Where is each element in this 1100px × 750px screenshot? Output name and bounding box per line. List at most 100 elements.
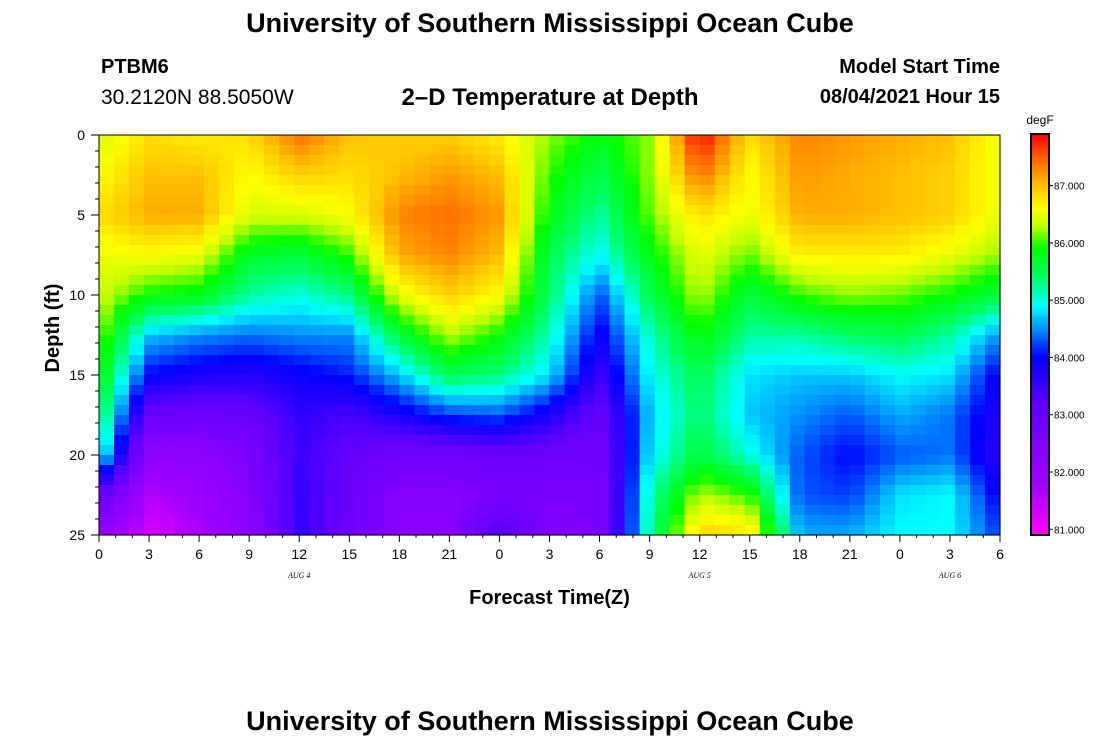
heatmap-cell (174, 235, 190, 246)
heatmap-cell (369, 445, 385, 456)
heatmap-cell (414, 445, 430, 456)
heatmap-cell (984, 345, 1001, 356)
heatmap-cell (684, 395, 701, 406)
heatmap-cell (309, 475, 325, 486)
heatmap-cell (444, 505, 460, 516)
heatmap-cell (669, 505, 686, 516)
heatmap-cell (924, 165, 941, 176)
heatmap-cell (264, 305, 280, 316)
heatmap-cell (354, 285, 370, 296)
heatmap-cell (369, 345, 385, 356)
heatmap-cell (564, 265, 581, 276)
heatmap-cell (849, 235, 866, 246)
heatmap-cell (744, 465, 761, 476)
heatmap-cell (864, 505, 881, 516)
heatmap-cell (624, 495, 641, 506)
heatmap-cell (609, 205, 626, 216)
heatmap-cell (489, 265, 506, 276)
heatmap-cell (984, 165, 1001, 176)
heatmap-cell (324, 205, 340, 216)
heatmap-cell (819, 235, 836, 246)
heatmap-cell (399, 465, 415, 476)
heatmap-cell (234, 345, 250, 356)
heatmap-cell (504, 495, 521, 506)
heatmap-cell (534, 235, 551, 246)
heatmap-cell (219, 425, 235, 436)
heatmap-cell (834, 285, 851, 296)
heatmap-cell (804, 305, 821, 316)
heatmap-cell (939, 445, 956, 456)
heatmap-cell (174, 315, 190, 326)
heatmap-cell (639, 385, 656, 396)
heatmap-cell (924, 375, 941, 386)
heatmap-cell (309, 445, 325, 456)
heatmap-cell (744, 155, 761, 166)
heatmap-cell (174, 305, 190, 316)
heatmap-cell (489, 235, 506, 246)
heatmap-cell (669, 205, 686, 216)
heatmap-cell (279, 335, 295, 346)
heatmap-cell (834, 145, 851, 156)
heatmap-cell (909, 225, 926, 236)
heatmap-cell (834, 405, 851, 416)
heatmap-cell (99, 525, 115, 536)
heatmap-cell (504, 235, 521, 246)
heatmap-cell (159, 245, 175, 256)
heatmap-cell (384, 275, 400, 286)
heatmap-cell (549, 345, 566, 356)
heatmap-cell (114, 255, 130, 266)
heatmap-cell (864, 155, 881, 166)
heatmap-cell (204, 375, 220, 386)
heatmap-cell (939, 365, 956, 376)
heatmap-cell (309, 485, 325, 496)
heatmap-cell (819, 375, 836, 386)
heatmap-cell (474, 435, 491, 446)
heatmap-cell (474, 445, 491, 456)
heatmap-cell (969, 185, 986, 196)
heatmap-cell (384, 385, 400, 396)
heatmap-cell (969, 175, 986, 186)
heatmap-cell (534, 425, 551, 436)
heatmap-cell (864, 385, 881, 396)
heatmap-cell (519, 235, 536, 246)
heatmap-cell (804, 265, 821, 276)
heatmap-cell (759, 335, 776, 346)
heatmap-cell (849, 365, 866, 376)
heatmap-cell (849, 245, 866, 256)
heatmap-cell (714, 365, 731, 376)
heatmap-cell (174, 245, 190, 256)
heatmap-cell (429, 245, 445, 256)
heatmap-cell (834, 445, 851, 456)
heatmap-cell (879, 355, 896, 366)
heatmap-cell (684, 345, 701, 356)
heatmap-cell (414, 395, 430, 406)
heatmap-cell (744, 345, 761, 356)
heatmap-cell (924, 475, 941, 486)
heatmap-cell (774, 335, 791, 346)
heatmap-cell (624, 175, 641, 186)
heatmap-cell (984, 255, 1001, 266)
heatmap-cell (219, 175, 235, 186)
heatmap-cell (519, 245, 536, 256)
heatmap-cell (789, 525, 806, 536)
heatmap-cell (99, 515, 115, 526)
heatmap-cell (369, 405, 385, 416)
heatmap-cell (624, 165, 641, 176)
heatmap-cell (399, 205, 415, 216)
heatmap-cell (384, 195, 400, 206)
heatmap-cell (159, 455, 175, 466)
heatmap-cell (159, 295, 175, 306)
heatmap-cell (684, 285, 701, 296)
heatmap-cell (279, 355, 295, 366)
heatmap-cell (279, 255, 295, 266)
heatmap-cell (459, 455, 476, 466)
heatmap-cell (174, 445, 190, 456)
heatmap-cell (909, 465, 926, 476)
heatmap-cell (504, 285, 521, 296)
heatmap-cell (129, 185, 145, 196)
heatmap-cell (294, 375, 310, 386)
heatmap-cell (384, 355, 400, 366)
heatmap-cell (729, 515, 746, 526)
heatmap-cell (399, 405, 415, 416)
heatmap-cell (204, 275, 220, 286)
